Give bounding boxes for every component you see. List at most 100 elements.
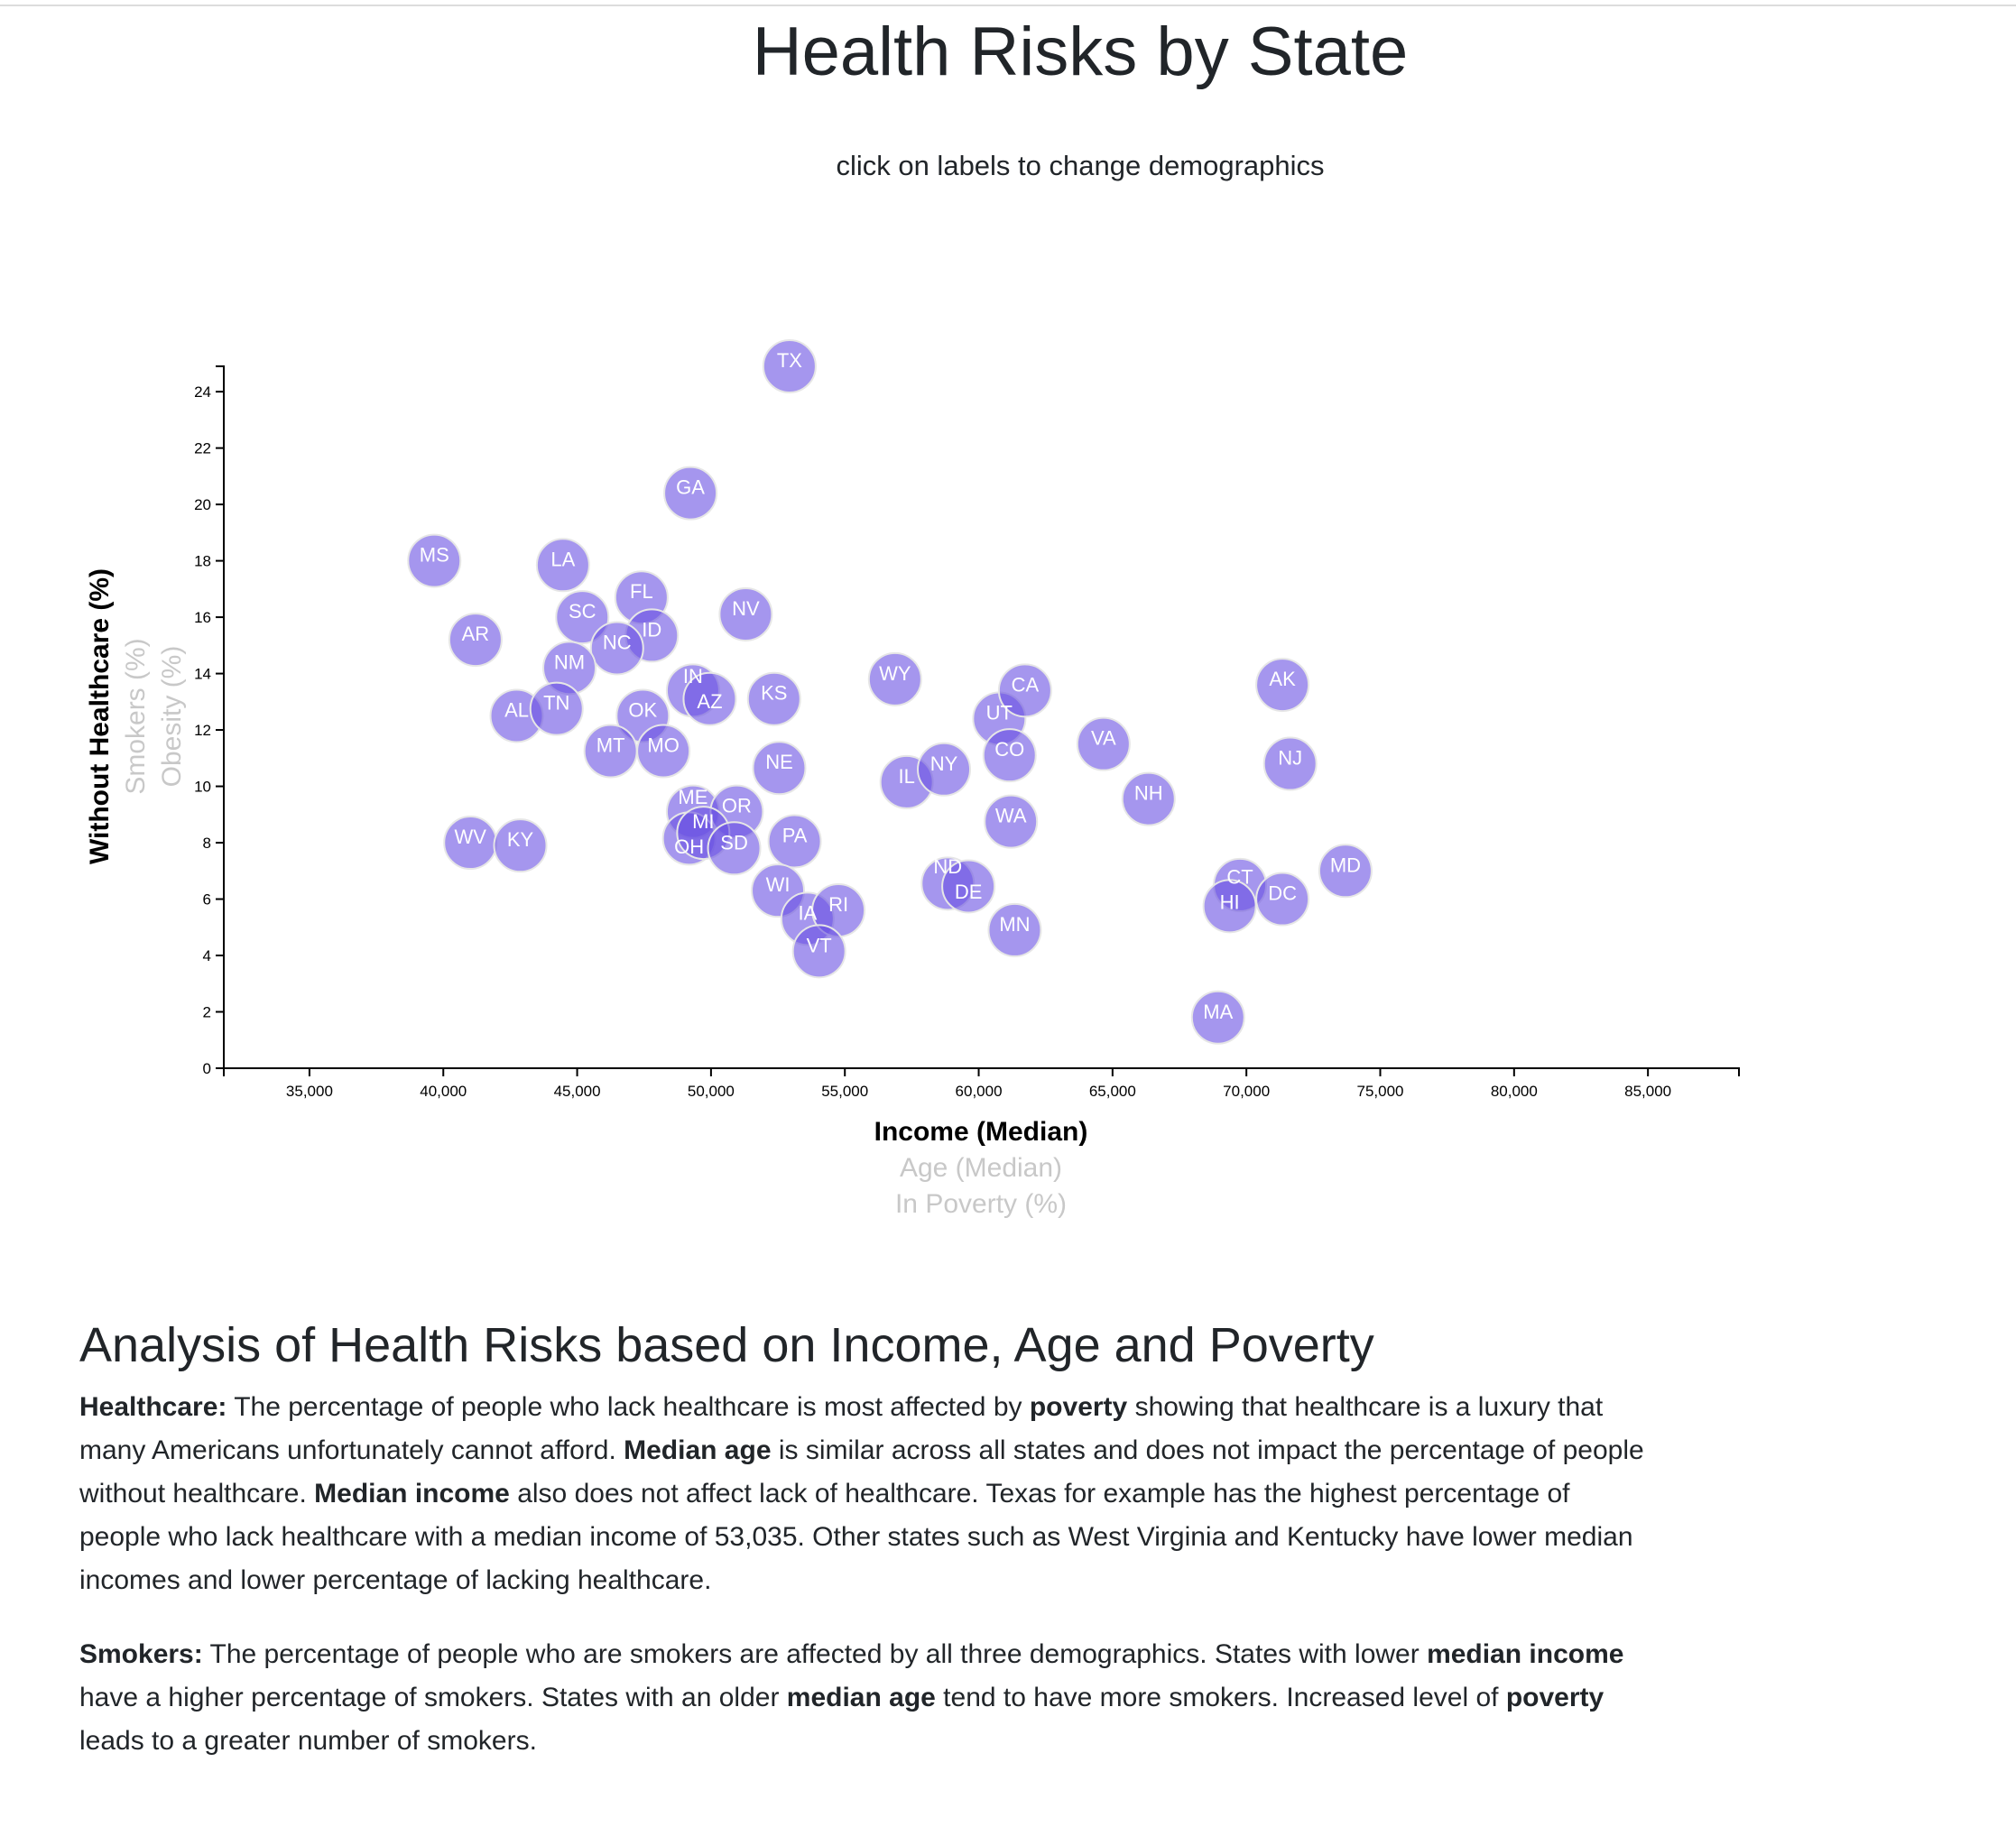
state-label-co: CO: [994, 738, 1024, 761]
state-marker-sc[interactable]: [555, 590, 610, 645]
page-title: Health Risks by State: [752, 14, 1409, 90]
x-tick-label: 35,000: [286, 1083, 333, 1100]
state-marker-ga[interactable]: [663, 466, 718, 521]
state-label-in: IN: [683, 665, 703, 687]
state-marker-hi[interactable]: [1202, 879, 1257, 934]
paragraph-text: The percentage of people who are smokers…: [202, 1639, 1428, 1669]
state-label-ks: KS: [761, 682, 787, 705]
x-tick: 60,000: [956, 1068, 1003, 1100]
x-tick: 55,000: [821, 1068, 868, 1100]
x-tick-label: 80,000: [1491, 1083, 1538, 1100]
state-marker-mn[interactable]: [987, 902, 1042, 957]
bold-term: Healthcare:: [79, 1392, 227, 1422]
state-label-ar: AR: [462, 623, 490, 645]
x-tick: 65,000: [1089, 1068, 1136, 1100]
state-label-md: MD: [1330, 854, 1361, 876]
state-marker-ky[interactable]: [493, 818, 548, 873]
state-marker-ca[interactable]: [997, 663, 1052, 718]
state-marker-nc[interactable]: [589, 621, 644, 676]
paragraph-text: showing that healthcare is a luxury that…: [79, 1392, 1604, 1465]
state-label-hi: HI: [1220, 891, 1240, 914]
state-marker-tx[interactable]: [762, 339, 817, 393]
state-marker-la[interactable]: [535, 538, 590, 593]
bold-term: poverty: [1505, 1683, 1604, 1712]
y-label-healthcare[interactable]: Without Healthcare (%): [85, 568, 115, 864]
state-label-al: AL: [504, 698, 529, 721]
state-label-fl: FL: [630, 580, 653, 603]
bold-term: poverty: [1029, 1392, 1128, 1422]
y-tick-label: 16: [194, 609, 211, 626]
y-label-smokers[interactable]: Smokers (%): [121, 638, 151, 794]
state-label-pa: PA: [782, 824, 808, 846]
state-label-mn: MN: [999, 913, 1030, 936]
paragraph-text: tend to have more smokers. Increased lev…: [935, 1683, 1506, 1712]
y-tick-label: 20: [194, 496, 211, 513]
bold-term: Median income: [314, 1479, 510, 1509]
state-marker-ma[interactable]: [1190, 990, 1245, 1045]
bold-term: median age: [786, 1683, 936, 1712]
state-marker-sd[interactable]: [707, 821, 762, 876]
x-tick-label: 75,000: [1356, 1083, 1403, 1100]
state-marker-dc[interactable]: [1255, 872, 1310, 927]
state-marker-nh[interactable]: [1121, 771, 1176, 826]
state-marker-ms[interactable]: [407, 533, 462, 588]
page-subtitle: click on labels to change demographics: [836, 150, 1325, 181]
y-tick: 24: [194, 383, 224, 401]
state-marker-ar[interactable]: [448, 613, 503, 668]
state-marker-nj[interactable]: [1262, 736, 1318, 791]
state-marker-ny[interactable]: [917, 742, 972, 797]
state-marker-ak[interactable]: [1255, 658, 1310, 713]
state-label-mt: MT: [596, 734, 625, 756]
y-tick: 20: [194, 496, 224, 513]
paragraph-text: The percentage of people who lack health…: [227, 1392, 1030, 1422]
x-label-poverty[interactable]: In Poverty (%): [895, 1189, 1067, 1219]
state-marker-vt[interactable]: [791, 924, 846, 979]
state-label-ut: UT: [986, 702, 1013, 724]
x-tick-label: 55,000: [821, 1083, 868, 1100]
y-tick-label: 18: [194, 553, 211, 570]
x-tick-label: 65,000: [1089, 1083, 1136, 1100]
state-marker-ks[interactable]: [746, 671, 801, 726]
state-points: [407, 339, 1373, 1045]
state-label-oh: OH: [674, 835, 704, 858]
x-label-income[interactable]: Income (Median): [874, 1117, 1088, 1147]
y-tick: 6: [203, 891, 224, 909]
state-marker-md[interactable]: [1318, 844, 1373, 899]
state-label-ri: RI: [828, 893, 848, 916]
x-tick: 35,000: [286, 1068, 333, 1100]
state-label-az: AZ: [697, 690, 722, 713]
state-label-nv: NV: [732, 597, 760, 620]
state-marker-co[interactable]: [982, 728, 1037, 783]
state-label-vt: VT: [807, 934, 832, 956]
state-marker-va[interactable]: [1076, 716, 1131, 771]
x-axis-line: [223, 1067, 1740, 1076]
state-marker-de[interactable]: [941, 859, 996, 914]
state-marker-az[interactable]: [682, 671, 737, 726]
state-label-nh: NH: [1134, 782, 1163, 805]
paragraph-text: also does not affect lack of healthcare.…: [79, 1479, 1633, 1595]
state-label-ne: NE: [765, 751, 793, 773]
state-label-ca: CA: [1012, 673, 1040, 696]
state-marker-ne[interactable]: [752, 741, 807, 796]
state-label-ms: MS: [420, 544, 449, 567]
state-label-or: OR: [722, 795, 752, 817]
x-label-age[interactable]: Age (Median): [900, 1153, 1062, 1183]
state-marker-nv[interactable]: [718, 586, 773, 641]
analysis-section: Analysis of Health Risks based on Income…: [79, 1317, 1650, 1794]
y-tick-label: 22: [194, 440, 211, 457]
x-tick: 40,000: [420, 1068, 467, 1100]
state-marker-wy[interactable]: [867, 651, 922, 706]
state-label-ky: KY: [507, 828, 534, 851]
y-tick-label: 8: [203, 835, 211, 852]
state-marker-tn[interactable]: [529, 681, 584, 736]
state-marker-wa[interactable]: [984, 794, 1039, 849]
x-tick-label: 45,000: [554, 1083, 601, 1100]
state-label-wv: WV: [454, 826, 486, 848]
paragraph-text: have a higher percentage of smokers. Sta…: [79, 1683, 787, 1712]
state-marker-pa[interactable]: [767, 814, 822, 869]
y-tick: 16: [194, 609, 224, 626]
x-tick-label: 40,000: [420, 1083, 467, 1100]
state-label-ny: NY: [930, 752, 958, 775]
state-marker-mo[interactable]: [636, 724, 691, 779]
y-label-obesity[interactable]: Obesity (%): [157, 646, 187, 788]
